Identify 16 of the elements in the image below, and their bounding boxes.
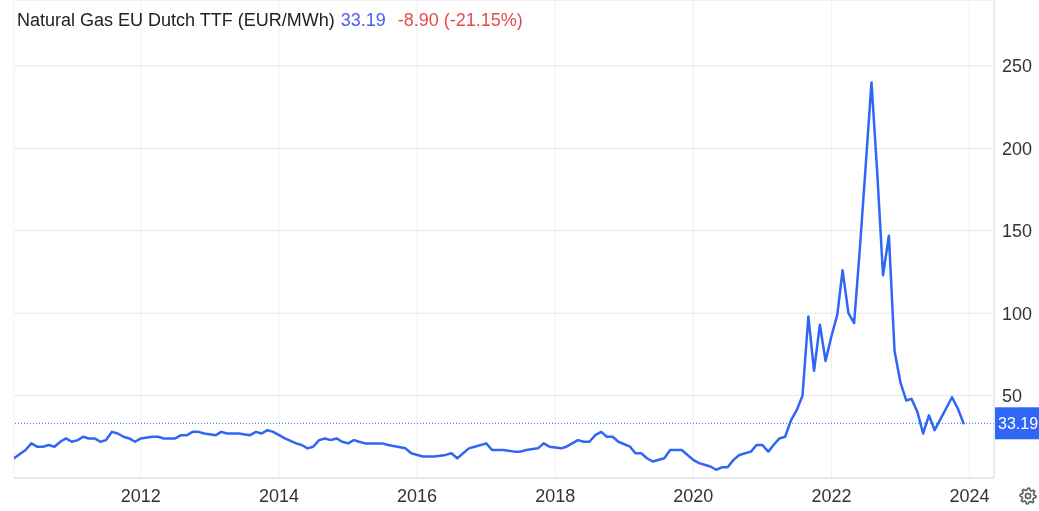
x-tick-label: 2012 <box>120 485 161 506</box>
y-tick-label: 150 <box>1002 221 1033 242</box>
x-tick-label: 2014 <box>259 485 300 506</box>
y-tick-label: 250 <box>1002 56 1033 77</box>
y-tick-label: 100 <box>1002 303 1033 324</box>
y-tick-label: 200 <box>1002 138 1033 159</box>
ref-line-label: 33.19 <box>998 415 1039 433</box>
x-tick-label: 2024 <box>949 485 990 506</box>
x-tick-label: 2022 <box>811 485 852 506</box>
x-tick-label: 2020 <box>673 485 714 506</box>
x-tick-label: 2018 <box>535 485 576 506</box>
y-tick-label: 50 <box>1002 385 1023 406</box>
annotation: -8.90 (-21.15%) <box>397 10 523 30</box>
annotation: 33.19 <box>340 10 386 30</box>
x-tick-label: 2016 <box>397 485 438 506</box>
text: Natural Gas EU Dutch TTF (EUR/MWh) <box>17 10 335 30</box>
